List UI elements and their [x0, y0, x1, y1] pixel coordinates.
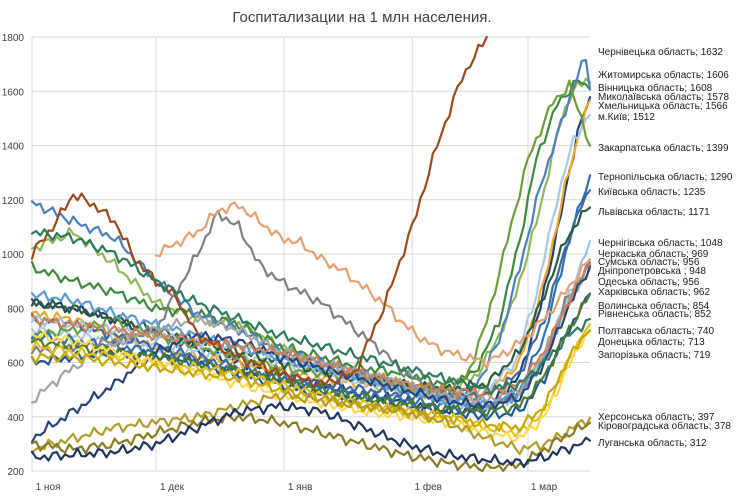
series-end-label: Хмельницька область; 1566 — [598, 100, 728, 112]
series-line — [30, 412, 592, 473]
y-tick-label: 800 — [7, 304, 24, 315]
series-line — [154, 201, 592, 370]
series-line — [30, 267, 592, 406]
series-line — [30, 390, 592, 456]
series-end-label: Донецька область; 713 — [598, 336, 705, 348]
y-tick-label: 600 — [7, 359, 24, 370]
y-tick-label: 200 — [7, 467, 24, 478]
y-tick-label: 1800 — [2, 33, 25, 44]
series-end-label: Закарпатська область; 1399 — [598, 142, 729, 154]
series-line — [30, 401, 592, 469]
x-tick-label: 1 янв — [288, 482, 313, 493]
y-tick-label: 1000 — [2, 250, 25, 261]
series-end-label: Тернопільська область; 1290 — [598, 171, 733, 183]
x-tick-label: 1 мар — [531, 482, 558, 493]
series-line — [30, 329, 592, 433]
series-line — [30, 79, 592, 388]
series-line — [30, 330, 592, 442]
series-line — [30, 263, 592, 398]
series-line — [30, 77, 592, 398]
series-end-label: Черкаська область; 969 — [598, 248, 709, 260]
series-end-label: Київська область; 1235 — [598, 186, 706, 198]
series-end-label: м.Київ; 1512 — [598, 112, 655, 123]
series-end-label: Миколаївська область; 1578 — [598, 91, 730, 103]
series-end-label: Луганська область; 312 — [598, 437, 707, 449]
y-tick-label: 400 — [7, 413, 24, 424]
x-tick-label: 1 ноя — [36, 482, 61, 493]
series-line — [30, 35, 488, 389]
series-line — [30, 264, 592, 444]
series-end-label: Кіровоградська область; 378 — [598, 420, 731, 432]
y-tick-label: 1400 — [2, 142, 25, 153]
series-end-label: Чернігівська область; 1048 — [598, 237, 723, 249]
series-end-label: Дніпропетровська ; 948 — [598, 266, 706, 277]
plot-area — [30, 35, 592, 473]
series-end-label: Житомирська область; 1606 — [598, 69, 729, 81]
y-tick-label: 1200 — [2, 196, 25, 207]
series-end-label: Херсонська область; 397 — [598, 411, 715, 423]
series-end-label: Одеська область; 956 — [598, 276, 700, 288]
series-end-label: Волинська область; 854 — [598, 300, 710, 312]
series-end-label: Рівненська область; 852 — [598, 308, 712, 320]
series-end-label: Львівська область; 1171 — [598, 206, 710, 218]
series-end-label: Запорізька область; 719 — [598, 349, 711, 361]
y-tick-label: 1600 — [2, 87, 25, 98]
series-line — [30, 59, 592, 406]
series-end-label: Полтавська область; 740 — [598, 325, 714, 337]
series-end-label: Сумська область; 956 — [598, 256, 700, 268]
series-end-labels: Чернівецька область; 1632 Житомирська обл… — [598, 46, 733, 449]
series-end-label: Вінницька область; 1608 — [598, 82, 713, 94]
x-tick-label: 1 дек — [160, 482, 185, 493]
series-end-label: Чернівецька область; 1632 — [598, 46, 723, 58]
y-axis-ticks: 200 400 600 800 1000 1200 1400 1600 1800 — [2, 33, 25, 478]
x-axis-ticks: 1 ноя 1 дек 1 янв 1 фев 1 мар — [36, 481, 558, 493]
series-line — [30, 228, 592, 396]
x-tick-label: 1 фев — [415, 481, 442, 493]
chart-title: Госпитализации на 1 млн населения. — [232, 9, 491, 26]
series-end-label: Харківська область; 962 — [598, 286, 710, 298]
